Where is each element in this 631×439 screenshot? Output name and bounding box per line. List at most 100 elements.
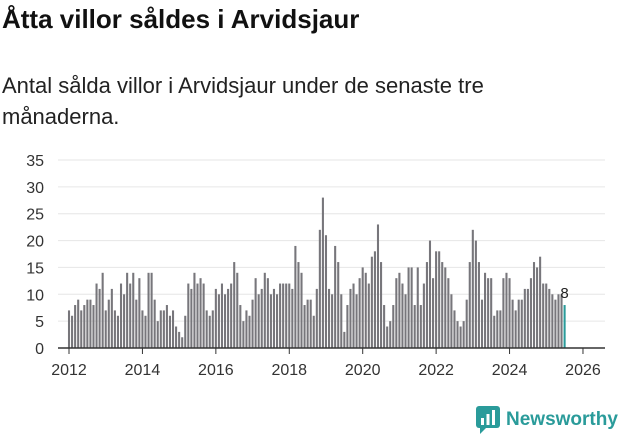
bar <box>508 278 511 348</box>
bar <box>523 288 526 348</box>
bar <box>132 272 135 348</box>
bar <box>529 278 532 348</box>
bar <box>77 299 80 348</box>
bar <box>297 262 300 348</box>
bar <box>196 283 199 348</box>
newsworthy-brand[interactable]: Newsworthy <box>476 406 618 434</box>
bar <box>318 229 321 348</box>
bar <box>422 283 425 348</box>
bar <box>373 251 376 348</box>
bar <box>383 305 386 348</box>
bar <box>407 267 410 348</box>
bar <box>113 310 116 348</box>
bar <box>468 262 471 348</box>
x-tick-label: 2020 <box>345 362 381 379</box>
bar <box>193 272 196 348</box>
bar <box>459 326 462 348</box>
bar <box>315 288 318 348</box>
bar <box>499 310 502 348</box>
bar <box>217 294 220 348</box>
bar <box>456 321 459 348</box>
bar <box>520 299 523 348</box>
bar <box>233 262 236 348</box>
x-tick-label: 2012 <box>51 362 87 379</box>
bar <box>178 331 181 348</box>
bar <box>425 262 428 348</box>
bar <box>220 283 224 348</box>
bar <box>398 272 401 348</box>
bar <box>480 299 484 348</box>
bar <box>517 299 520 348</box>
x-tick-label: 2014 <box>125 362 161 379</box>
bar <box>493 315 496 348</box>
bar <box>129 283 132 348</box>
bar <box>416 267 419 348</box>
bar <box>395 278 398 348</box>
axes: 0 5 10 15 20 25 30 35 2012 2014 2016 2018 2020 2022 20… <box>26 153 605 379</box>
x-tick-label: 2018 <box>271 362 307 379</box>
bar <box>462 321 465 348</box>
bar <box>282 283 285 348</box>
bar <box>441 262 444 348</box>
bar <box>355 294 358 348</box>
bar <box>272 288 276 348</box>
bar <box>269 294 272 348</box>
bars <box>67 197 566 348</box>
bar <box>410 267 413 348</box>
last-value-label: 8 <box>560 285 568 302</box>
bar <box>309 299 312 348</box>
bar <box>428 240 432 348</box>
bar <box>364 272 367 348</box>
bar <box>487 278 490 348</box>
bar <box>545 283 548 348</box>
bar <box>95 283 98 348</box>
y-tick-label: 30 <box>26 180 44 197</box>
bar <box>211 310 214 348</box>
bar <box>367 283 370 348</box>
bar <box>328 288 331 348</box>
y-tick-label: 35 <box>26 153 44 170</box>
bar <box>453 310 456 348</box>
bar <box>227 288 230 348</box>
bar <box>413 305 416 348</box>
bar <box>358 278 361 348</box>
bar <box>190 288 193 348</box>
bar <box>343 331 346 348</box>
bar <box>101 272 104 348</box>
bar <box>80 310 83 348</box>
bar <box>248 315 251 348</box>
bar <box>444 267 447 348</box>
bar <box>471 229 474 348</box>
bar <box>135 299 138 348</box>
bar <box>294 245 297 348</box>
bar <box>490 278 493 348</box>
bar-highlight <box>563 305 566 348</box>
brand-name: Newsworthy <box>506 409 618 430</box>
bar <box>89 299 92 348</box>
bar <box>465 299 468 348</box>
bar <box>126 272 129 348</box>
bar <box>104 310 107 348</box>
bar <box>352 283 355 348</box>
bar <box>324 235 328 348</box>
bar <box>251 299 254 348</box>
bar <box>532 262 536 348</box>
data-labels: 8 <box>560 285 568 302</box>
bar <box>138 278 141 348</box>
bar <box>447 278 450 348</box>
bar <box>181 337 184 348</box>
bar <box>168 315 172 348</box>
bar <box>401 283 404 348</box>
bar <box>150 272 153 348</box>
bar <box>242 321 245 348</box>
bar <box>83 305 86 348</box>
bar <box>419 305 422 348</box>
bar <box>184 315 187 348</box>
y-tick-label: 10 <box>26 287 44 304</box>
bar <box>199 278 202 348</box>
bar <box>98 288 101 348</box>
bar <box>511 299 514 348</box>
bar <box>560 294 563 348</box>
bar <box>334 245 337 348</box>
bar <box>300 272 303 348</box>
